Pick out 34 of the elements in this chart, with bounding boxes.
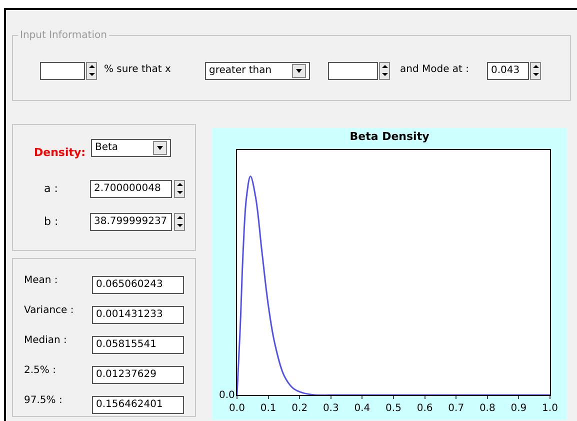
text: 2.5% :	[24, 365, 56, 376]
chart-title: Beta Density	[350, 130, 430, 144]
text: and Mode at :	[400, 64, 470, 75]
x-tick-label: 0.7	[448, 403, 464, 414]
text: 0.043	[487, 62, 529, 80]
x-tick-label: 1.0	[542, 403, 558, 414]
text: 0.01237629	[92, 366, 184, 384]
x-tick-label: 0.5	[386, 403, 402, 414]
text: a :	[44, 182, 58, 195]
text: Mean :	[24, 275, 58, 286]
text: 0.156462401	[92, 396, 184, 414]
x-tick-label: 0.4	[354, 403, 370, 414]
text: % sure that x	[104, 64, 171, 75]
text: 38.799999237	[90, 213, 172, 231]
text: Input Information	[18, 30, 109, 41]
x-tick-label: 0.6	[416, 403, 433, 414]
text: 0.0	[219, 390, 235, 401]
text: 0.065060243	[92, 276, 184, 294]
x-tick-label: 0.9	[510, 403, 527, 414]
text: Density:	[34, 146, 86, 159]
text: 0.05815541	[92, 336, 184, 354]
text: Variance :	[24, 305, 74, 316]
text: greater than	[205, 62, 310, 80]
x-tick-label: 0.3	[322, 403, 339, 414]
text: Beta	[91, 139, 171, 157]
text: 97.5% :	[24, 395, 62, 406]
x-tick-label: 0.2	[292, 403, 308, 414]
x-tick-label: 0.8	[479, 403, 496, 414]
x-tick-label: 0.0	[229, 403, 245, 414]
text: b :	[44, 215, 58, 228]
text: Median :	[24, 335, 67, 346]
text: 2.700000048	[90, 180, 172, 198]
text: 0.001431233	[92, 306, 184, 324]
x-tick-label: 0.1	[260, 403, 276, 414]
